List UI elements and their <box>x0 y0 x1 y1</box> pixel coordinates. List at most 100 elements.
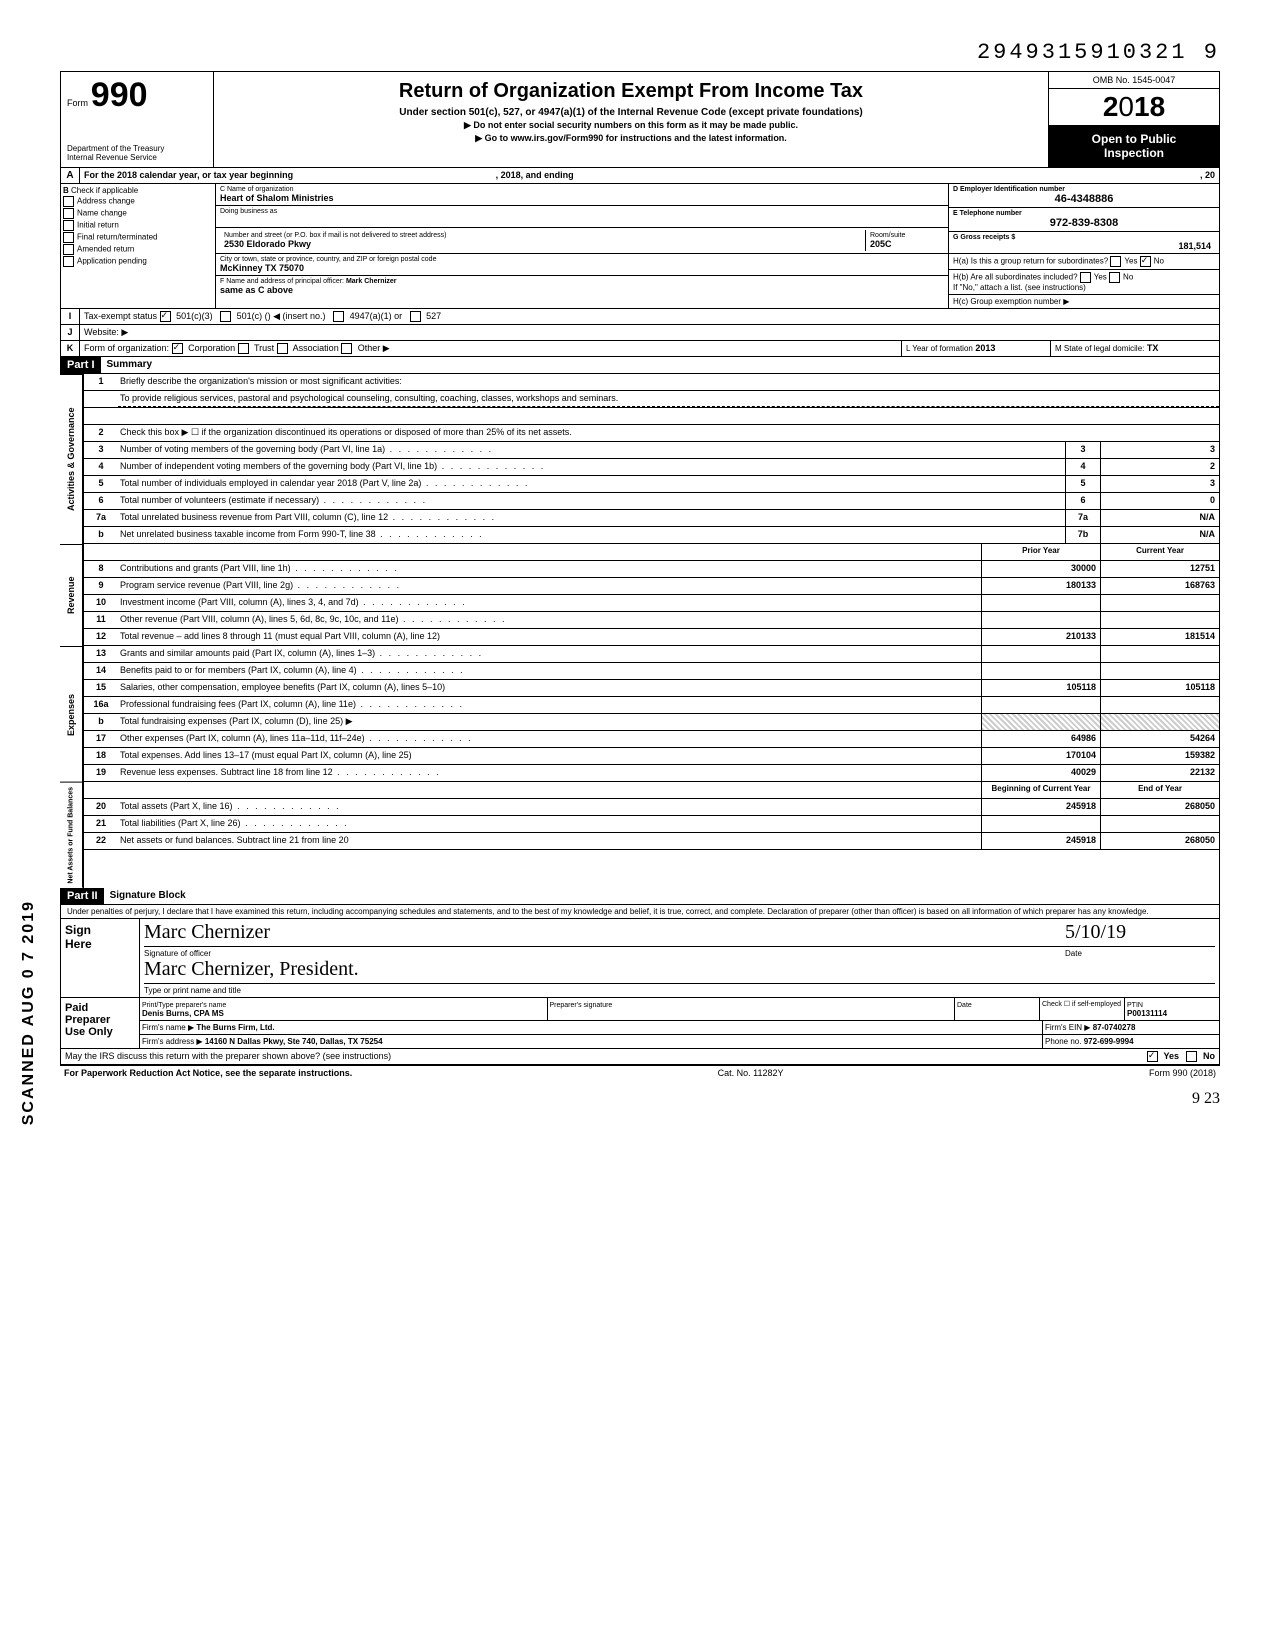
l8-curr: 12751 <box>1100 561 1219 577</box>
l4-val: 2 <box>1100 459 1219 475</box>
chk-pending[interactable] <box>63 256 74 267</box>
chk-final[interactable] <box>63 232 74 243</box>
hb-note: If "No," attach a list. (see instruction… <box>953 283 1086 292</box>
dept-irs: Internal Revenue Service <box>67 154 207 163</box>
chk-4947[interactable] <box>333 311 344 322</box>
opt-final: Final return/terminated <box>77 232 157 241</box>
chk-501c[interactable] <box>220 311 231 322</box>
l19-prior: 40029 <box>981 765 1100 781</box>
hc-label: H(c) Group exemption number ▶ <box>953 297 1069 306</box>
city-value: McKinney TX 75070 <box>220 263 304 273</box>
l16a-curr <box>1100 697 1219 713</box>
line-22: Net assets or fund balances. Subtract li… <box>118 833 981 849</box>
handwritten-note: 9 23 <box>60 1090 1220 1108</box>
chk-amended[interactable] <box>63 244 74 255</box>
chk-assoc[interactable] <box>277 343 288 354</box>
chk-527[interactable] <box>410 311 421 322</box>
hb-yes-chk[interactable] <box>1080 272 1091 283</box>
info-block: B Check if applicable Address change Nam… <box>60 184 1220 309</box>
line-2: Check this box ▶ ☐ if the organization d… <box>118 425 1219 441</box>
row-i: I Tax-exempt status 501(c)(3) 501(c) () … <box>60 309 1220 325</box>
l16a-prior <box>981 697 1100 713</box>
tax-year: 20201818 <box>1049 89 1219 126</box>
line-8: Contributions and grants (Part VIII, lin… <box>118 561 981 577</box>
prep-date-hdr: Date <box>957 1002 972 1009</box>
ha-label: H(a) Is this a group return for subordin… <box>953 256 1108 265</box>
city-label: City or town, state or province, country… <box>220 256 944 263</box>
ha-no-chk[interactable] <box>1140 256 1151 267</box>
b-label: B <box>63 186 69 195</box>
l10-prior <box>981 595 1100 611</box>
firm-label: Firm's name ▶ <box>142 1023 194 1032</box>
chk-501c3[interactable] <box>160 311 171 322</box>
opt-amended: Amended return <box>77 244 134 253</box>
prep-name: Denis Burns, CPA MS <box>142 1009 224 1018</box>
l22-curr: 268050 <box>1100 833 1219 849</box>
paid-lbl-3: Use Only <box>65 1026 113 1038</box>
prep-self-hdr: Check ☐ if self-employed <box>1040 998 1125 1020</box>
line-11: Other revenue (Part VIII, column (A), li… <box>118 612 981 628</box>
dba-label: Doing business as <box>220 208 944 215</box>
street-value: 2530 Eldorado Pkwy <box>224 239 311 249</box>
opt-501c3: 501(c)(3) <box>176 311 213 321</box>
firm-addr-label: Firm's address ▶ <box>142 1037 203 1046</box>
row-a: A For the 2018 calendar year, or tax yea… <box>60 168 1220 184</box>
hdr-current: Current Year <box>1100 544 1219 560</box>
l8-prior: 30000 <box>981 561 1100 577</box>
row-a-label: A <box>61 168 80 183</box>
paid-lbl-2: Preparer <box>65 1014 110 1026</box>
line-16b: Total fundraising expenses (Part IX, col… <box>118 714 981 730</box>
perjury-text: Under penalties of perjury, I declare th… <box>60 905 1220 919</box>
hb-yes: Yes <box>1094 272 1107 281</box>
room-label: Room/suite <box>870 232 940 239</box>
line-1-answer: To provide religious services, pastoral … <box>118 391 1219 407</box>
ptin-value: P00131114 <box>1127 1009 1167 1018</box>
chk-address[interactable] <box>63 196 74 207</box>
l18-prior: 170104 <box>981 748 1100 764</box>
line-13: Grants and similar amounts paid (Part IX… <box>118 646 981 662</box>
form-header: Form 990 Department of the Treasury Inte… <box>60 71 1220 168</box>
m-value: TX <box>1147 343 1159 353</box>
line-7b: Net unrelated business taxable income fr… <box>118 527 1065 543</box>
l7b-val: N/A <box>1100 527 1219 543</box>
discuss-no-chk[interactable] <box>1186 1051 1197 1062</box>
row-a-mid: , 2018, and ending <box>496 170 574 180</box>
l13-prior <box>981 646 1100 662</box>
l3-val: 3 <box>1100 442 1219 458</box>
line-9: Program service revenue (Part VIII, line… <box>118 578 981 594</box>
line-21: Total liabilities (Part X, line 26) <box>118 816 981 832</box>
part-i-title: Summary <box>101 357 159 373</box>
firm-ein: 87-0740278 <box>1093 1023 1136 1032</box>
footer: For Paperwork Reduction Act Notice, see … <box>60 1065 1220 1080</box>
prep-name-hdr: Print/Type preparer's name <box>142 1002 226 1009</box>
row-j: J Website: ▶ <box>60 325 1220 341</box>
i-text: Tax-exempt status <box>84 311 157 321</box>
l11-curr <box>1100 612 1219 628</box>
l10-curr <box>1100 595 1219 611</box>
line-15: Salaries, other compensation, employee b… <box>118 680 981 696</box>
chk-initial[interactable] <box>63 220 74 231</box>
open-public-1: Open to Public <box>1053 132 1215 146</box>
prep-sig-hdr: Preparer's signature <box>550 1002 613 1009</box>
discuss-yes-chk[interactable] <box>1147 1051 1158 1062</box>
chk-name[interactable] <box>63 208 74 219</box>
discuss-no: No <box>1203 1051 1215 1061</box>
chk-corp[interactable] <box>172 343 183 354</box>
chk-other[interactable] <box>341 343 352 354</box>
ha-yes-chk[interactable] <box>1110 256 1121 267</box>
page-id: 2949315910321 9 <box>60 40 1220 65</box>
l11-prior <box>981 612 1100 628</box>
officer-name: Mark Chernizer <box>346 278 397 285</box>
l-value: 2013 <box>975 343 995 353</box>
form-number: 990 <box>91 76 148 114</box>
row-k: K Form of organization: Corporation Trus… <box>60 341 1220 357</box>
l13-curr <box>1100 646 1219 662</box>
discuss-yes: Yes <box>1163 1051 1179 1061</box>
subtitle: Under section 501(c), 527, or 4947(a)(1)… <box>222 107 1040 118</box>
chk-trust[interactable] <box>238 343 249 354</box>
opt-initial: Initial return <box>77 220 119 229</box>
arrow-ssn: ▶ Do not enter social security numbers o… <box>222 120 1040 131</box>
hb-no-chk[interactable] <box>1109 272 1120 283</box>
footer-right: Form 990 (2018) <box>1149 1068 1216 1078</box>
name-type-label: Type or print name and title <box>144 986 241 995</box>
